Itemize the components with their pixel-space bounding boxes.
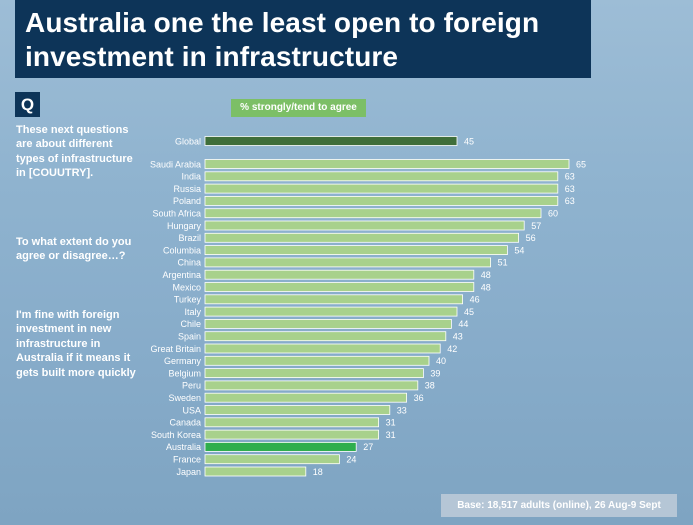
- category-label-australia: Australia: [166, 442, 201, 452]
- value-label-sweden: 36: [414, 393, 424, 403]
- bar-peru: [204, 380, 419, 391]
- bar-great-britain: [204, 343, 441, 354]
- value-label-chile: 44: [458, 319, 468, 329]
- bar-saudi-arabia: [204, 159, 570, 169]
- category-label-india: India: [181, 172, 201, 182]
- legend-label: % strongly/tend to agree: [231, 99, 366, 117]
- bar-germany: [204, 355, 430, 366]
- value-label-peru: 38: [425, 381, 435, 391]
- value-label-south-korea: 31: [386, 430, 396, 440]
- bar-spain: [204, 331, 447, 342]
- category-label-hungary: Hungary: [167, 221, 202, 231]
- question-prompt: To what extent do you agree or disagree……: [16, 236, 132, 263]
- value-label-italy: 45: [464, 307, 474, 317]
- category-label-poland: Poland: [173, 196, 201, 206]
- bar-turkey: [204, 294, 464, 305]
- bar-australia: [204, 441, 357, 452]
- category-label-mexico: Mexico: [172, 282, 201, 292]
- value-label-south-africa: 60: [548, 209, 558, 219]
- value-label-spain: 43: [453, 332, 463, 342]
- value-label-japan: 18: [313, 467, 323, 477]
- value-label-argentina: 48: [481, 270, 491, 280]
- category-label-south-korea: South Korea: [151, 430, 201, 440]
- bar-russia: [204, 183, 559, 194]
- value-label-columbia: 54: [514, 245, 524, 255]
- category-label-sweden: Sweden: [168, 393, 201, 403]
- title-banner: Australia one the least open to foreign …: [15, 0, 591, 78]
- question-intro: These next questions are about different…: [16, 124, 133, 180]
- footnote: Base: 18,517 adults (online), 26 Aug-9 S…: [441, 494, 677, 517]
- value-label-france: 24: [346, 455, 356, 465]
- value-label-usa: 33: [397, 405, 407, 415]
- value-label-saudi-arabia: 65: [576, 159, 586, 169]
- bar-brazil: [204, 232, 520, 243]
- bar-india: [204, 171, 559, 182]
- category-label-china: China: [177, 258, 201, 268]
- bar-china: [204, 257, 492, 268]
- bar-south-africa: [204, 208, 542, 219]
- category-label-great-britain: Great Britain: [150, 344, 201, 354]
- bar-hungary: [204, 220, 525, 231]
- category-label-belgium: Belgium: [168, 368, 201, 378]
- value-label-belgium: 39: [430, 368, 440, 378]
- bar-south-korea: [204, 429, 380, 440]
- value-label-poland: 63: [565, 196, 575, 206]
- category-label-peru: Peru: [182, 381, 201, 391]
- category-label-argentina: Argentina: [162, 270, 201, 280]
- value-label-global: 45: [464, 136, 474, 146]
- question-badge: Q: [15, 92, 40, 117]
- category-label-saudi-arabia: Saudi Arabia: [150, 159, 201, 169]
- category-label-turkey: Turkey: [174, 295, 202, 305]
- value-label-australia: 27: [363, 442, 373, 452]
- value-label-brazil: 56: [526, 233, 536, 243]
- value-label-russia: 63: [565, 184, 575, 194]
- category-label-usa: USA: [182, 405, 201, 415]
- value-label-china: 51: [498, 258, 508, 268]
- bar-france: [204, 454, 340, 465]
- value-label-hungary: 57: [531, 221, 541, 231]
- bar-global: [204, 136, 458, 146]
- question-statement: I'm fine with foreign investment in new …: [16, 309, 136, 379]
- bar-italy: [204, 306, 458, 317]
- category-label-france: France: [173, 455, 201, 465]
- value-label-great-britain: 42: [447, 344, 457, 354]
- chart-title: Australia one the least open to foreign …: [25, 7, 540, 72]
- category-label-columbia: Columbia: [163, 245, 201, 255]
- bar-chile: [204, 318, 452, 329]
- bar-canada: [204, 417, 380, 428]
- bar-argentina: [204, 269, 475, 280]
- category-label-germany: Germany: [164, 356, 202, 366]
- value-label-germany: 40: [436, 356, 446, 366]
- value-label-mexico: 48: [481, 282, 491, 292]
- bar-belgium: [204, 368, 424, 379]
- category-label-chile: Chile: [180, 319, 201, 329]
- bar-mexico: [204, 282, 475, 292]
- category-label-brazil: Brazil: [178, 233, 201, 243]
- category-label-japan: Japan: [176, 467, 201, 477]
- category-label-south-africa: South Africa: [152, 209, 201, 219]
- bar-sweden: [204, 392, 408, 403]
- bar-usa: [204, 405, 391, 415]
- category-label-italy: Italy: [184, 307, 201, 317]
- value-label-turkey: 46: [470, 295, 480, 305]
- bar-poland: [204, 195, 559, 206]
- value-label-india: 63: [565, 172, 575, 182]
- bar-columbia: [204, 245, 508, 256]
- bar-japan: [204, 466, 307, 477]
- value-label-canada: 31: [386, 418, 396, 428]
- category-label-spain: Spain: [178, 332, 201, 342]
- category-label-canada: Canada: [169, 418, 201, 428]
- category-label-russia: Russia: [173, 184, 201, 194]
- category-label-global: Global: [175, 136, 201, 146]
